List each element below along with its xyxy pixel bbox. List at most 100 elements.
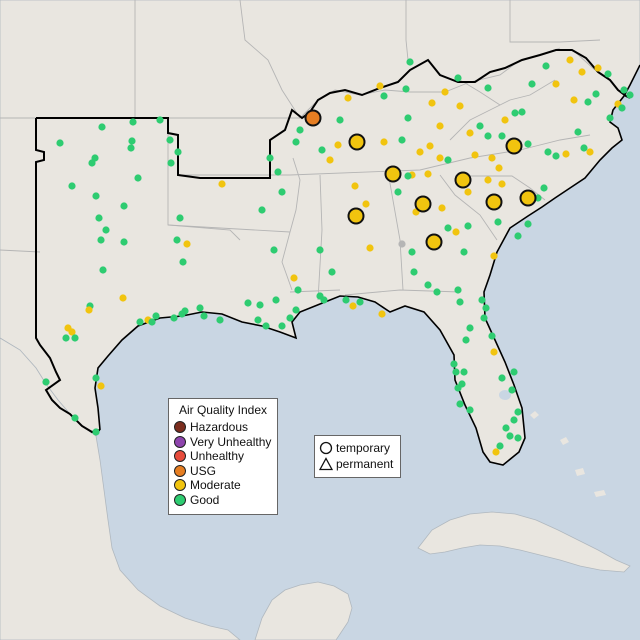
site-marker-moderate — [376, 82, 384, 90]
site-marker-moderate — [366, 244, 374, 252]
site-marker-good — [328, 268, 336, 276]
aqi-legend-label: Moderate — [190, 478, 241, 493]
site-marker-good — [292, 306, 300, 314]
site-marker-good — [494, 218, 502, 226]
site-marker-moderate — [490, 348, 498, 356]
triangle-icon — [319, 457, 333, 471]
site-marker-good — [433, 288, 441, 296]
site-marker-good — [506, 432, 514, 440]
site-marker-good — [120, 202, 128, 210]
site-marker-good — [92, 428, 100, 436]
site-marker-moderate — [464, 188, 472, 196]
site-marker-good — [488, 332, 496, 340]
site-marker-good — [484, 84, 492, 92]
site-marker-moderate — [501, 116, 509, 124]
aqi-legend-label: Hazardous — [190, 420, 249, 435]
site-marker-good — [518, 108, 526, 116]
site-marker-good — [296, 126, 304, 134]
site-marker-good — [410, 268, 418, 276]
site-marker-good — [514, 434, 522, 442]
aqi-legend-item-unhealthy: Unhealthy — [169, 449, 277, 464]
site-marker-good — [278, 188, 286, 196]
site-marker-good — [98, 123, 106, 131]
site-marker-good — [456, 298, 464, 306]
site-marker-moderate — [348, 133, 366, 151]
site-marker-moderate — [484, 176, 492, 184]
site-marker-good — [524, 140, 532, 148]
site-marker-moderate — [378, 310, 386, 318]
usg-swatch-icon — [174, 464, 186, 477]
site-marker-moderate — [436, 122, 444, 130]
aqi-legend-item-usg: USG — [169, 464, 277, 479]
site-marker-moderate — [414, 195, 432, 213]
site-marker-good — [466, 406, 474, 414]
aqi-legend-item-very-unhealthy: Very Unhealthy — [169, 435, 277, 450]
site-marker-moderate — [570, 96, 578, 104]
site-marker-good — [496, 442, 504, 450]
site-marker-moderate — [326, 156, 334, 164]
site-marker-good — [166, 136, 174, 144]
site-marker-good — [200, 312, 208, 320]
site-marker-moderate — [498, 180, 506, 188]
site-marker-good — [136, 318, 144, 326]
site-marker-good — [511, 109, 519, 117]
site-marker-good — [626, 91, 634, 99]
aqi-legend-item-moderate: Moderate — [169, 478, 277, 493]
site-legend-label: temporary — [336, 441, 391, 455]
unhealthy-swatch-icon — [174, 450, 186, 463]
good-swatch-icon — [174, 493, 186, 506]
site-marker-good — [336, 116, 344, 124]
site-marker-moderate — [562, 150, 570, 158]
site-marker-moderate — [452, 228, 460, 236]
site-marker-good — [452, 368, 460, 376]
lake-okeechobee — [499, 390, 511, 400]
moderate-swatch-icon — [174, 479, 186, 492]
site-marker-good — [62, 334, 70, 342]
site-marker-good — [498, 374, 506, 382]
site-marker-moderate — [566, 56, 574, 64]
aqi-legend-item-good: Good — [169, 493, 277, 508]
site-marker-good — [408, 248, 416, 256]
site-marker-good — [574, 128, 582, 136]
site-marker-moderate — [488, 154, 496, 162]
site-marker-good — [404, 172, 412, 180]
site-marker-moderate — [425, 233, 443, 251]
site-marker-moderate — [85, 306, 93, 314]
site-marker-good — [292, 138, 300, 146]
site-marker-good — [480, 314, 488, 322]
site-marker-good — [294, 286, 302, 294]
aqi-legend-label: Good — [190, 492, 220, 507]
site-marker-moderate — [441, 88, 449, 96]
circle-icon — [319, 441, 333, 455]
site-marker-moderate — [578, 68, 586, 76]
site-marker-moderate — [218, 180, 226, 188]
site-marker-good — [152, 312, 160, 320]
aqi-legend-label: USG — [190, 463, 217, 478]
site-marker-good — [604, 70, 612, 78]
site-marker-good — [542, 62, 550, 70]
site-marker-good — [482, 304, 490, 312]
site-marker-good — [68, 182, 76, 190]
site-marker-good — [270, 246, 278, 254]
site-marker-moderate — [492, 448, 500, 456]
site-marker-good — [99, 266, 107, 274]
site-marker-good — [464, 222, 472, 230]
site-marker-good — [580, 144, 588, 152]
site-marker-good — [120, 238, 128, 246]
aqi-legend-title: Air Quality Index — [178, 403, 268, 417]
site-marker-good — [462, 336, 470, 344]
site-marker-moderate — [426, 142, 434, 150]
site-marker-good — [406, 58, 414, 66]
site-marker-moderate — [183, 240, 191, 248]
site-marker-good — [342, 296, 350, 304]
site-marker-good — [181, 307, 189, 315]
site-marker-good — [56, 139, 64, 147]
site-marker-good — [508, 386, 516, 394]
site-marker-good — [286, 314, 294, 322]
site-marker-moderate — [68, 328, 76, 336]
site-marker-good — [318, 146, 326, 154]
site-marker-moderate — [594, 64, 602, 72]
site-marker-moderate — [438, 204, 446, 212]
site-marker-moderate — [424, 170, 432, 178]
